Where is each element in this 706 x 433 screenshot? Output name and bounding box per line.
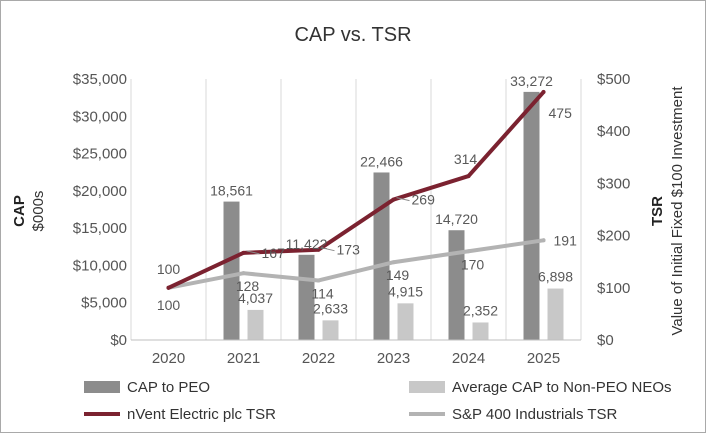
data-label: 128: [236, 278, 260, 294]
data-label: 167: [262, 245, 286, 261]
legend: CAP to PEO Average CAP to Non-PEO NEOs n…: [84, 379, 672, 423]
point: [166, 285, 171, 290]
label-leader-line: [321, 247, 335, 252]
point: [541, 238, 546, 243]
series-line: [166, 238, 546, 290]
bar: [373, 172, 390, 340]
x-tick-label: 2025: [527, 350, 560, 367]
data-label: 6,898: [538, 269, 573, 285]
bar: [247, 309, 264, 340]
legend-label-cap-neo: Average CAP to Non-PEO NEOs: [452, 379, 672, 396]
legend-label-cap-peo: CAP to PEO: [127, 379, 210, 396]
legend-swatch-cap-peo: [84, 381, 120, 393]
left-tick-label: $30,000: [73, 108, 127, 125]
data-label: 100: [157, 261, 181, 277]
right-tick-label: $300: [597, 175, 630, 192]
right-axis-ticks: $0 $100 $200 $300 $400 $500: [597, 71, 630, 349]
point: [316, 278, 321, 283]
point: [391, 260, 396, 265]
left-axis-label: CAP: [11, 195, 28, 227]
bar: [397, 303, 414, 340]
data-label: 2,633: [313, 300, 348, 316]
x-axis-ticks: 2020 2021 2022 2023 2024 2025: [152, 350, 560, 367]
bar: [322, 320, 339, 340]
bar: [448, 230, 465, 340]
data-labels: 18,561 11,422 22,466 14,720 33,272 4,037 2,633…: [157, 73, 577, 319]
x-tick-label: 2023: [377, 350, 410, 367]
left-tick-label: $25,000: [73, 146, 127, 163]
left-axis-ticks: $0 $5,000 $10,000 $15,000 $20,000 $25,000 $30,…: [73, 71, 127, 349]
data-label: 14,720: [435, 211, 478, 227]
x-tick-label: 2022: [302, 350, 335, 367]
data-label: 269: [412, 192, 436, 208]
left-axis-sublabel: $000s: [30, 191, 47, 232]
data-label: 170: [461, 256, 485, 272]
left-tick-label: $0: [110, 332, 127, 349]
point: [391, 197, 396, 202]
data-label: 475: [549, 105, 573, 121]
data-label: 11,422: [286, 236, 328, 252]
bars: [223, 91, 564, 340]
point: [466, 174, 471, 179]
point: [241, 271, 246, 276]
label-leader-line: [246, 250, 260, 255]
x-tick-label: 2020: [152, 350, 185, 367]
chart-title: CAP vs. TSR: [294, 24, 411, 46]
right-tick-label: $0: [597, 332, 614, 349]
legend-swatch-cap-neo: [409, 381, 445, 393]
data-label: 114: [311, 285, 334, 301]
point: [316, 247, 321, 252]
data-label: 314: [454, 151, 478, 167]
data-label: 18,561: [210, 183, 253, 199]
gridlines: [130, 79, 582, 340]
lines: [166, 90, 546, 290]
legend-label-nvent-tsr: nVent Electric plc TSR: [127, 406, 276, 423]
right-axis-sublabel: Value of Initial Fixed $100 Investment: [669, 86, 686, 336]
left-tick-label: $10,000: [73, 257, 127, 274]
bar: [523, 91, 540, 340]
data-label: 100: [157, 297, 181, 313]
left-tick-label: $15,000: [73, 220, 127, 237]
data-label: 173: [337, 242, 361, 258]
bar: [547, 288, 564, 340]
bar: [223, 201, 240, 340]
data-label: 149: [386, 267, 410, 283]
data-label: 191: [554, 232, 578, 248]
left-tick-label: $5,000: [81, 295, 127, 312]
data-label: 2,352: [463, 302, 498, 318]
data-label: 33,272: [510, 73, 553, 89]
data-label: 4,037: [238, 290, 273, 306]
data-label: 4,915: [388, 283, 423, 299]
right-tick-label: $200: [597, 228, 630, 245]
x-tick-label: 2021: [227, 350, 260, 367]
point: [541, 90, 546, 95]
bar: [472, 322, 489, 340]
x-tick-label: 2024: [452, 350, 485, 367]
legend-label-sp400-tsr: S&P 400 Industrials TSR: [452, 406, 618, 423]
right-tick-label: $500: [597, 71, 630, 88]
data-label: 22,466: [360, 153, 403, 169]
right-tick-label: $100: [597, 280, 630, 297]
right-tick-label: $400: [597, 123, 630, 140]
point: [466, 249, 471, 254]
point: [241, 250, 246, 255]
left-tick-label: $20,000: [73, 183, 127, 200]
left-tick-label: $35,000: [73, 71, 127, 88]
right-axis-label: TSR: [649, 196, 666, 226]
label-leader-line: [396, 197, 410, 202]
series-line: [166, 90, 546, 290]
bar: [298, 254, 315, 340]
